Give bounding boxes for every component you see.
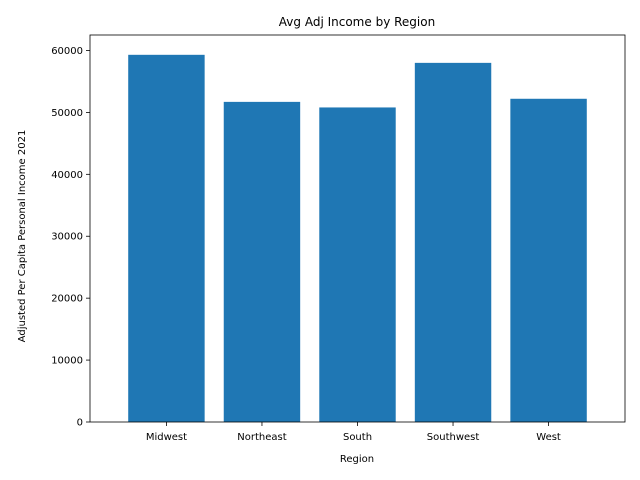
x-tick-label: South — [343, 432, 372, 443]
x-tick-label: Midwest — [146, 432, 187, 443]
bar-southwest — [414, 62, 492, 422]
x-tick-label: West — [536, 432, 561, 443]
y-tick-label: 50000 — [51, 108, 83, 119]
y-tick-label: 10000 — [51, 356, 83, 367]
bar-west — [510, 98, 587, 423]
y-tick-label: 20000 — [51, 294, 83, 305]
y-tick-label: 0 — [77, 418, 83, 429]
x-tick-label: Southwest — [427, 432, 480, 443]
bar-south — [319, 107, 396, 422]
x-tick-label: Northeast — [237, 432, 286, 443]
y-tick-label: 60000 — [51, 46, 83, 57]
y-tick-label: 40000 — [51, 170, 83, 181]
bars-group — [128, 54, 587, 423]
chart-title: Avg Adj Income by Region — [279, 15, 435, 29]
y-tick-label: 30000 — [51, 232, 83, 243]
x-axis-label: Region — [340, 454, 374, 465]
y-axis: 0 10000 20000 30000 40000 50000 60000 — [51, 46, 90, 429]
bar-northeast — [223, 101, 301, 422]
x-axis: Midwest Northeast South Southwest West — [146, 422, 561, 443]
bar-midwest — [128, 54, 205, 423]
plot-frame — [89, 34, 626, 423]
y-axis-label: Adjusted Per Capita Personal Income 2021 — [17, 130, 28, 343]
